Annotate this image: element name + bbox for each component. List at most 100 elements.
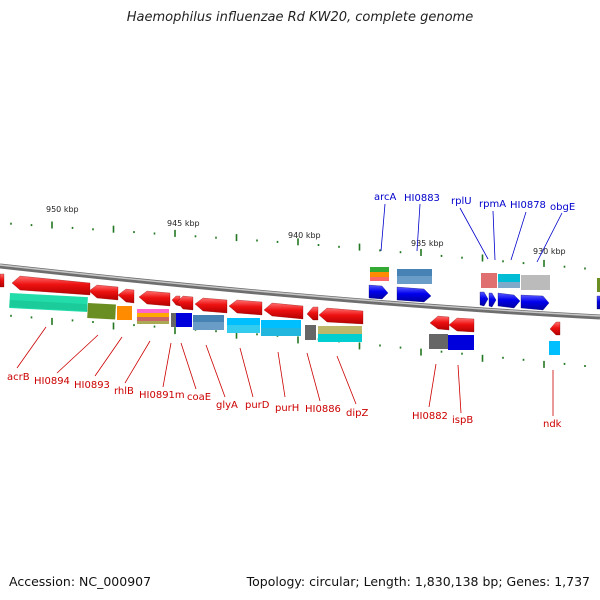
- scale-tick-inner: [71, 319, 74, 322]
- gene-arrow-HI0883[interactable]: [396, 286, 432, 303]
- gene-arrow-HI0882[interactable]: [429, 315, 450, 331]
- scale-tick-inner: [256, 333, 258, 336]
- gene-arrow-dipZ[interactable]: [318, 307, 364, 325]
- scale-tick: [215, 236, 217, 239]
- scale-tick-inner: [358, 342, 361, 350]
- gene-arrow-glyA[interactable]: [194, 297, 228, 314]
- gene-arrow-HI0893[interactable]: [117, 288, 135, 304]
- gene-arrow-HI0891m[interactable]: [171, 295, 181, 307]
- scale-label-940kbp: 940 kbp: [288, 231, 321, 240]
- gene-label-purH[interactable]: purH: [275, 403, 299, 414]
- scale-label-950kbp: 950 kbp: [46, 205, 79, 214]
- gene-arrow-acrB[interactable]: [11, 275, 91, 296]
- gene-label-HI0893[interactable]: HI0893: [74, 380, 110, 391]
- gene-arrow-obgE[interactable]: [520, 294, 550, 311]
- forward-strand-genes: [368, 284, 600, 311]
- scale-tick: [481, 254, 484, 262]
- gene-label-HI0878[interactable]: HI0878: [510, 200, 546, 211]
- scale-tick-inner: [215, 330, 217, 333]
- gene-arrow-purD[interactable]: [228, 299, 263, 316]
- scale-tick-inner: [543, 360, 545, 368]
- scale-tick: [30, 224, 33, 227]
- scale-tick: [112, 225, 115, 233]
- scale-tick: [461, 256, 463, 259]
- scale-tick-inner: [584, 365, 586, 367]
- reverse-label-leaders: [16, 326, 554, 416]
- genome-stats-label: Topology: circular; Length: 1,830,138 bp…: [246, 574, 590, 589]
- cog-box-arcA: [370, 267, 389, 272]
- scale-tick: [358, 243, 361, 251]
- forward-label-leaders: [380, 203, 563, 263]
- gene-arrow-partial-right[interactable]: [596, 295, 600, 310]
- scale-tick-inner: [51, 317, 53, 325]
- gene-label-rhlB[interactable]: rhlB: [114, 386, 134, 397]
- scale-tick: [399, 251, 402, 254]
- gene-arrow-HI0878[interactable]: [497, 292, 521, 309]
- gene-arrow-purH[interactable]: [263, 302, 304, 320]
- scale-tick: [10, 222, 12, 225]
- gene-label-rplU[interactable]: rplU: [451, 196, 472, 207]
- scale-tick: [420, 249, 422, 256]
- scale-tick: [440, 254, 443, 257]
- gene-arrow-partial-left[interactable]: [0, 273, 5, 288]
- forward-gene-labels: arcA HI0883 rplU rpmA HI0878 obgE: [374, 192, 575, 213]
- gene-arrow-rhlB[interactable]: [138, 290, 171, 307]
- scale-tick-inner: [379, 344, 381, 347]
- gene-label-HI0882[interactable]: HI0882: [412, 411, 448, 422]
- gene-arrow-arcA[interactable]: [368, 284, 389, 300]
- gene-label-coaE[interactable]: coaE: [187, 392, 211, 403]
- cog-box-HI0882: [429, 334, 448, 349]
- cog-box-HI0886: [305, 325, 316, 340]
- gene-label-glyA[interactable]: glyA: [216, 400, 238, 411]
- gene-label-obgE[interactable]: obgE: [550, 202, 575, 213]
- scale-tick-inner: [112, 322, 115, 330]
- gene-label-ndk[interactable]: ndk: [543, 419, 562, 430]
- gene-arrow-ispB[interactable]: [448, 317, 475, 333]
- gene-label-HI0886[interactable]: HI0886: [305, 404, 341, 415]
- scale-tick: [153, 232, 156, 235]
- cog-box-rhlB: [137, 309, 169, 313]
- gene-label-HI0883[interactable]: HI0883: [404, 193, 440, 204]
- scale-tick-inner: [399, 346, 402, 349]
- cog-box-coaE: [176, 313, 192, 327]
- scale-tick-inner: [235, 331, 238, 339]
- gene-label-HI0891m[interactable]: HI0891m: [139, 390, 185, 401]
- gene-label-arcA[interactable]: arcA: [374, 192, 397, 203]
- page-title: Haemophilus influenzae Rd KW20, complete…: [126, 10, 474, 25]
- cog-box-rplU: [481, 273, 497, 288]
- accession-label: Accession: NC_000907: [9, 574, 152, 589]
- gene-arrow-coaE[interactable]: [176, 295, 194, 311]
- cog-box-rpmA: [498, 274, 520, 282]
- scale-ticks: [10, 221, 586, 368]
- scale-tick: [317, 244, 320, 246]
- cog-box-dipZ: [318, 326, 362, 334]
- scale-tick-inner: [153, 325, 156, 328]
- scale-tick: [51, 221, 53, 229]
- gene-arrow-rpmA[interactable]: [488, 292, 497, 308]
- scale-tick-inner: [502, 356, 504, 359]
- scale-tick: [543, 259, 545, 267]
- gene-label-HI0894[interactable]: HI0894: [34, 376, 70, 387]
- scale-tick: [563, 265, 566, 268]
- scale-label-935kbp: 935 kbp: [411, 239, 444, 248]
- gene-arrow-ndk[interactable]: [549, 321, 561, 336]
- gene-label-dipZ[interactable]: dipZ: [346, 408, 368, 419]
- gene-arrow-HI0886[interactable]: [306, 306, 319, 321]
- forward-strand-cog-boxes: [370, 267, 600, 292]
- scale-tick-inner: [174, 327, 176, 335]
- gene-label-acrB[interactable]: acrB: [7, 372, 30, 383]
- gene-arrow-rplU[interactable]: [479, 291, 489, 307]
- gene-label-rpmA[interactable]: rpmA: [479, 199, 506, 210]
- scale-label-945kbp: 945 kbp: [167, 219, 200, 228]
- scale-tick-inner: [481, 354, 484, 362]
- scale-tick: [71, 226, 74, 229]
- gene-arrow-HI0894[interactable]: [88, 284, 119, 301]
- gene-label-ispB[interactable]: ispB: [452, 415, 473, 426]
- reverse-strand-genes: [0, 273, 561, 336]
- scale-tick-inner: [297, 336, 299, 344]
- scale-tick-inner: [133, 324, 135, 327]
- gene-label-purD[interactable]: purD: [245, 400, 270, 411]
- scale-tick: [194, 235, 197, 238]
- scale-tick-inner: [440, 350, 443, 353]
